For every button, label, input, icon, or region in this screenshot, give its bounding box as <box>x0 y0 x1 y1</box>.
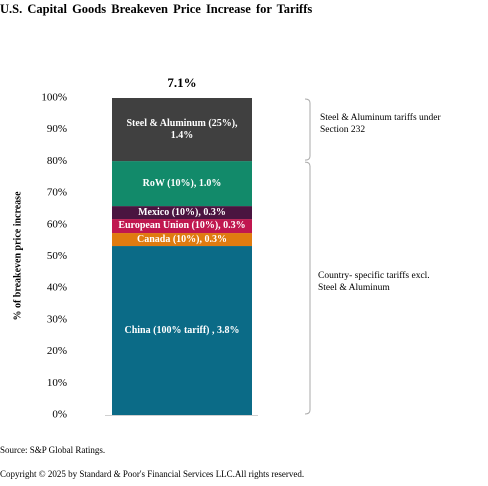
y-tick-label: 30% <box>47 313 67 325</box>
segment-label: Steel & Aluminum (25%), 1.4% <box>126 117 238 141</box>
chart-title: U.S. Capital Goods Breakeven Price Incre… <box>0 2 313 16</box>
y-tick-label: 20% <box>47 345 67 357</box>
segment-label: China (100% tariff) , 3.8% <box>124 324 240 336</box>
y-tick-label: 10% <box>47 377 67 389</box>
y-tick-label: 60% <box>47 218 67 230</box>
y-tick-label: 40% <box>47 282 67 294</box>
bar-segment <box>112 161 252 207</box>
copyright: Copyright © 2025 by Standard & Poor's Fi… <box>0 469 305 479</box>
y-tick-label: 50% <box>47 250 67 262</box>
y-tick-label: 90% <box>47 123 67 135</box>
segment-label: European Union (10%), 0.3% <box>118 220 246 232</box>
y-tick-label: 0% <box>52 409 67 421</box>
bracket <box>304 161 311 415</box>
bar-segment <box>112 206 252 220</box>
y-axis-title: % of breakeven price increase <box>12 191 23 321</box>
source: Source: S&P Global Ratings. <box>0 445 106 455</box>
y-tick-label: 100% <box>41 92 67 104</box>
annotation: Steel & Aluminum tariffs under Section 2… <box>320 113 441 135</box>
y-tick-label: 80% <box>47 155 67 167</box>
segment-label: Mexico (10%), 0.3% <box>138 206 226 218</box>
segment-label: Canada (10%), 0.3% <box>136 233 227 245</box>
segment-label: RoW (10%), 1.0% <box>142 177 222 189</box>
bracket <box>304 98 311 161</box>
bar-segment <box>112 219 252 234</box>
y-tick-label: 70% <box>47 187 67 199</box>
total-label: 7.1% <box>167 75 196 90</box>
bar-segment <box>112 233 252 247</box>
bar-segment <box>112 98 252 162</box>
bar-segment <box>112 246 252 415</box>
annotation: Country- specific tariffs excl. Steel & … <box>318 271 430 293</box>
